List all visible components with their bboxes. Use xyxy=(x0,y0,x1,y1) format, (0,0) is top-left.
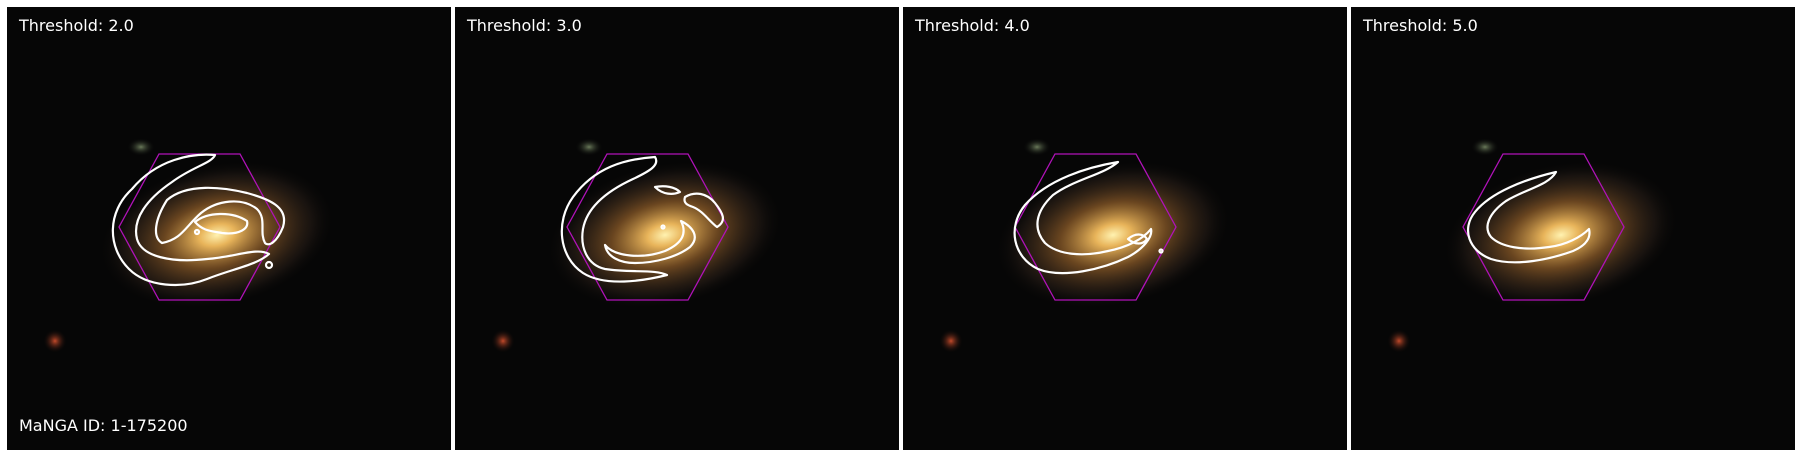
galaxy-image xyxy=(43,138,336,353)
spiral-arm-contour xyxy=(1466,170,1591,264)
threshold-label: Threshold: 2.0 xyxy=(19,16,134,35)
spiral-arm-contour xyxy=(560,155,724,283)
ifu-hexagon xyxy=(566,153,729,301)
spiral-arm-contour xyxy=(1013,160,1164,275)
threshold-label: Threshold: 5.0 xyxy=(1363,16,1478,35)
image-panel-threshold-3: Threshold: 3.0 xyxy=(455,7,899,450)
image-panel-threshold-5: Threshold: 5.0 xyxy=(1351,7,1795,450)
image-panel-threshold-4: Threshold: 4.0 xyxy=(903,7,1347,450)
ifu-hexagon xyxy=(1462,153,1625,301)
threshold-label: Threshold: 4.0 xyxy=(915,16,1030,35)
galaxy-image xyxy=(939,138,1232,353)
threshold-label: Threshold: 3.0 xyxy=(467,16,582,35)
ifu-hexagon xyxy=(118,153,281,301)
galaxy-image xyxy=(1387,138,1680,353)
spiral-arm-contour xyxy=(111,153,286,287)
manga-id-label: MaNGA ID: 1-175200 xyxy=(19,416,188,435)
galaxy-image xyxy=(491,138,784,353)
image-panel-threshold-2: Threshold: 2.0 MaNGA ID: 1-175200 xyxy=(7,7,451,450)
